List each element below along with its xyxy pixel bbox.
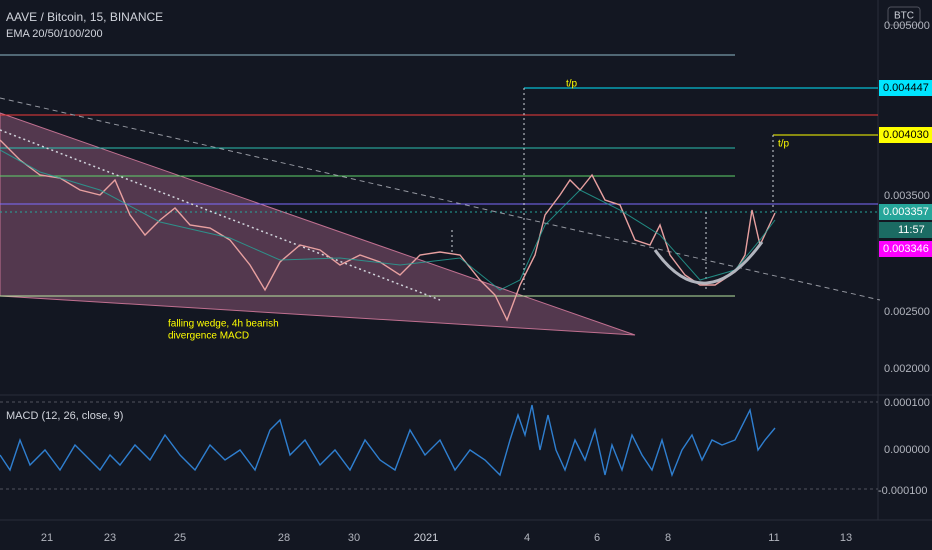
macd-line [0,404,776,478]
price-tag [879,204,932,220]
price-tag [879,241,932,257]
time-label: 25 [174,532,186,544]
cup-arc [653,241,764,285]
annotation: t/p [566,79,578,90]
falling-wedge [0,112,636,336]
macd-label: -0.000100 [878,485,928,497]
time-label: 6 [594,532,600,544]
macd-label: 0.000100 [884,397,930,409]
time-label: 28 [278,532,290,544]
price-label: 0.005000 [884,20,930,32]
price-tags: 0.004447 0.004030 0.003357 11:57 0.00334… [879,80,932,257]
price-series [0,139,776,322]
time-label: 13 [840,532,852,544]
time-label: 4 [524,532,530,544]
price-tag-label: 11:57 [898,224,925,236]
price-label: 0.003500 [884,190,930,202]
trend-line [0,129,441,301]
currency-button[interactable] [887,6,921,26]
time-label: 23 [104,532,116,544]
time-label: 11 [768,532,779,544]
ema-line [0,149,776,291]
symbol-title: AAVE / Bitcoin, 15, BINANCE [6,10,163,24]
time-axis: 21 23 25 28 30 2021 4 6 8 11 13 [41,532,852,544]
price-label: 0.002000 [884,363,930,375]
time-label: 21 [41,532,53,544]
macd-label: 0.000000 [884,444,930,456]
price-tag-label: 0.003346 [883,243,929,255]
currency-label[interactable]: BTC [894,11,914,22]
time-label: 2021 [414,532,438,544]
annotation: falling wedge, 4h bearish [168,319,279,330]
price-tag [879,80,932,96]
annotation: divergence MACD [168,331,249,342]
price-tag-label: 0.004447 [883,82,929,94]
levels [0,54,878,297]
annotation: t/p [778,139,790,150]
time-label: 30 [348,532,360,544]
indicator-title: EMA 20/50/100/200 [6,28,103,40]
price-tag-label: 0.004030 [883,129,929,141]
macd-title: MACD (12, 26, close, 9) [6,410,123,422]
price-tag-label: 0.003357 [883,206,929,218]
price-label: 0.002500 [884,306,930,318]
time-label: 8 [665,532,671,544]
price-tag [879,222,932,238]
trend-line [0,97,881,301]
price-tag [879,127,932,143]
